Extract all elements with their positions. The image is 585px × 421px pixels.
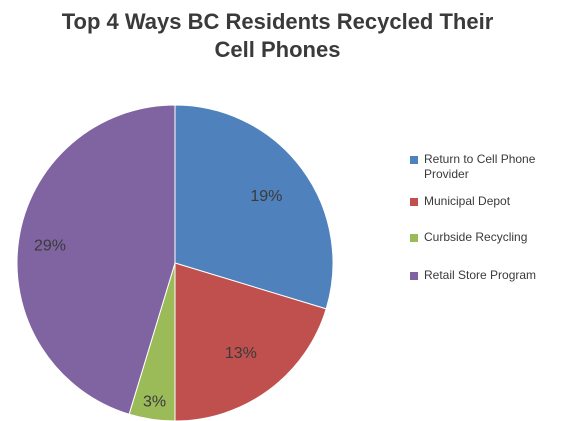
pie-slice-4: [16, 104, 176, 415]
chart-title: Top 4 Ways BC Residents Recycled Their C…: [0, 8, 555, 64]
legend-label: Return to Cell Phone Provider: [424, 152, 536, 181]
pie-data-label-2: 13%: [225, 345, 257, 362]
legend-item: Retail Store Program: [410, 268, 585, 283]
legend-swatch: [410, 234, 418, 242]
pie-slice-1: [174, 104, 334, 310]
legend-item: Municipal Depot: [410, 194, 585, 230]
legend-label: Curbside Recycling: [424, 230, 528, 244]
chart-title-line-2: Cell Phones: [214, 37, 341, 62]
legend-item: Curbside Recycling: [410, 230, 585, 268]
pie-data-label-4: 29%: [34, 237, 66, 254]
legend-label: Retail Store Program: [424, 268, 537, 282]
legend-swatch: [410, 156, 418, 164]
legend-swatch: [410, 198, 418, 206]
chart-title-line-1: Top 4 Ways BC Residents Recycled Their: [61, 9, 494, 34]
legend-item: Return to Cell Phone Provider: [410, 152, 585, 194]
pie-data-label-3: 3%: [143, 394, 166, 411]
legend-swatch: [410, 272, 418, 280]
legend: Return to Cell Phone Provider Municipal …: [410, 152, 585, 283]
pie-data-label-1: 19%: [250, 188, 282, 205]
pie-slice-2: [174, 262, 327, 421]
legend-label: Municipal Depot: [424, 194, 511, 208]
